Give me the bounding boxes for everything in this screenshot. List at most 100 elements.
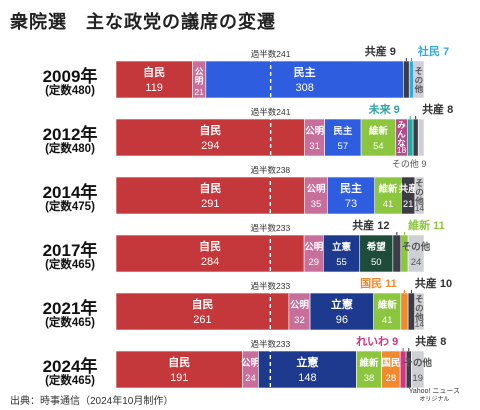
- year-label-2009: 2009年: [42, 67, 98, 86]
- callout-2021-国民: 国民 11: [360, 277, 397, 290]
- bar-2017-共産: [392, 234, 402, 273]
- label-2017-その他: その他: [402, 241, 431, 253]
- bar-2021-国民: [400, 292, 409, 331]
- label-2014-民主: 民主: [340, 181, 362, 195]
- value-2009-民主: 308: [295, 82, 313, 94]
- label-2014-その他-char1: の: [415, 187, 424, 197]
- bar-2024-共産: [405, 350, 412, 389]
- capacity-label-2024: (定数465): [45, 375, 95, 387]
- value-2017-その他: 24: [411, 257, 422, 268]
- callout-2012-共産: 共産 8: [422, 102, 453, 116]
- label-2024-立憲: 立憲: [296, 355, 318, 369]
- value-2009-自民: 119: [145, 82, 163, 94]
- majority-label-2021: 過半数233: [250, 281, 290, 291]
- credit-line2: オリジナル: [419, 397, 450, 403]
- callout-2024-れいわ: れいわ 9: [356, 335, 398, 348]
- label-2009-その他-char2: 他: [414, 84, 424, 94]
- label-2021-立憲: 立憲: [331, 297, 353, 311]
- bar-2024-立憲: [258, 350, 357, 389]
- majority-label-2024: 過半数233: [250, 339, 290, 349]
- label-2009-民主: 民主: [294, 65, 316, 79]
- below-callout-2012: その他 9: [392, 158, 427, 169]
- majority-label-2012: 過半数241: [251, 107, 291, 117]
- label-2024-維新: 維新: [360, 357, 380, 369]
- bar-2017-立憲: [323, 234, 361, 273]
- label-2014-自民: 自民: [199, 181, 221, 195]
- chart-title: 衆院選 主な政党の議席の変遷: [10, 12, 276, 32]
- label-2012-みんな-char1: ん: [397, 129, 406, 139]
- majority-label-2009: 過半数241: [251, 49, 291, 59]
- value-2014-公明: 35: [311, 199, 322, 210]
- bar-2021-立憲: [309, 292, 374, 331]
- value-2021-維新: 41: [382, 315, 393, 326]
- callout-2021-共産: 共産 10: [415, 276, 452, 290]
- capacity-label-2017: (定数465): [45, 259, 95, 271]
- label-2017-自民: 自民: [199, 239, 221, 253]
- label-2021-その他-char2: 他: [414, 312, 424, 322]
- bar-2012-維新: [360, 118, 397, 157]
- bar-2024-自民: [115, 350, 243, 389]
- bar-2021-自民: [115, 292, 290, 331]
- credit-logo: Yahoo! ニュース オリジナル: [409, 387, 460, 405]
- label-2014-その他-char0: そ: [415, 178, 424, 188]
- bar-2009-共産: [403, 60, 410, 99]
- value-2021-その他: 14: [415, 319, 425, 329]
- label-2009-その他-char1: の: [415, 75, 424, 85]
- year-label-2017: 2017年: [42, 241, 98, 260]
- label-2009-公明-char1: 明: [195, 76, 204, 86]
- label-2017-希望: 希望: [367, 241, 387, 253]
- bar-2012-共産: [412, 118, 419, 157]
- capacity-label-2012: (定数480): [45, 143, 95, 155]
- value-2014-共産: 21: [403, 199, 414, 210]
- value-2024-その他: 19: [412, 373, 423, 384]
- value-2024-立憲: 148: [298, 372, 316, 384]
- label-2009-公明-char0: 公: [195, 66, 204, 76]
- value-2012-民主: 57: [338, 141, 349, 152]
- capacity-label-2021: (定数465): [45, 317, 95, 329]
- year-label-2021: 2021年: [42, 299, 98, 318]
- label-2014-共産: 共産: [399, 183, 419, 195]
- label-2024-公明: 公明: [241, 358, 261, 369]
- value-2014-自民: 291: [201, 198, 219, 210]
- bar-2012-自民: [115, 118, 305, 157]
- value-2021-立憲: 96: [336, 314, 348, 326]
- bar-2014-民主: [327, 176, 376, 215]
- year-label-2024: 2024年: [42, 357, 98, 376]
- label-2012-民主: 民主: [333, 125, 353, 137]
- credit-line1: Yahoo! ニュース: [408, 388, 460, 395]
- value-2009-公明: 21: [194, 87, 204, 97]
- callout-2017-維新: 維新 11: [408, 218, 445, 232]
- label-2009-自民: 自民: [143, 65, 165, 79]
- value-2021-公明: 32: [294, 315, 305, 326]
- capacity-label-2009: (定数480): [45, 85, 95, 97]
- label-2017-立憲: 立憲: [332, 241, 352, 253]
- bar-2024-その他: [411, 350, 425, 389]
- value-2012-公明: 31: [309, 141, 320, 152]
- bar-2017-希望: [359, 234, 394, 273]
- value-2017-公明: 29: [308, 257, 319, 268]
- label-2021-その他-char1: の: [415, 303, 424, 313]
- label-2017-公明: 公明: [304, 242, 324, 253]
- label-2012-みんな-char2: な: [397, 138, 406, 148]
- label-2021-その他-char0: そ: [415, 294, 424, 304]
- bar-2021-維新: [373, 292, 402, 331]
- label-2024-国民: 国民: [381, 358, 400, 369]
- bar-2012-民主: [324, 118, 362, 157]
- callout-2017-共産: 共産 12: [352, 218, 389, 232]
- label-2021-公明: 公明: [290, 300, 310, 311]
- label-2021-自民: 自民: [191, 297, 213, 311]
- callout-2024-共産: 共産 8: [415, 334, 446, 348]
- value-2012-みんな: 18: [397, 145, 407, 155]
- year-label-2012: 2012年: [42, 125, 98, 144]
- label-2012-自民: 自民: [199, 123, 221, 137]
- value-2014-その他: 14: [415, 203, 425, 213]
- value-2017-立憲: 55: [336, 257, 347, 268]
- label-2012-みんな-char0: み: [397, 120, 406, 130]
- callout-2009-共産: 共産 9: [365, 44, 396, 58]
- value-2014-維新: 41: [383, 199, 394, 210]
- label-2009-その他-char0: そ: [415, 66, 424, 76]
- bar-2021-その他: [414, 292, 425, 331]
- source-note: 出典：時事通信（2024年10月制作）: [10, 396, 174, 407]
- value-2021-自民: 261: [193, 314, 211, 326]
